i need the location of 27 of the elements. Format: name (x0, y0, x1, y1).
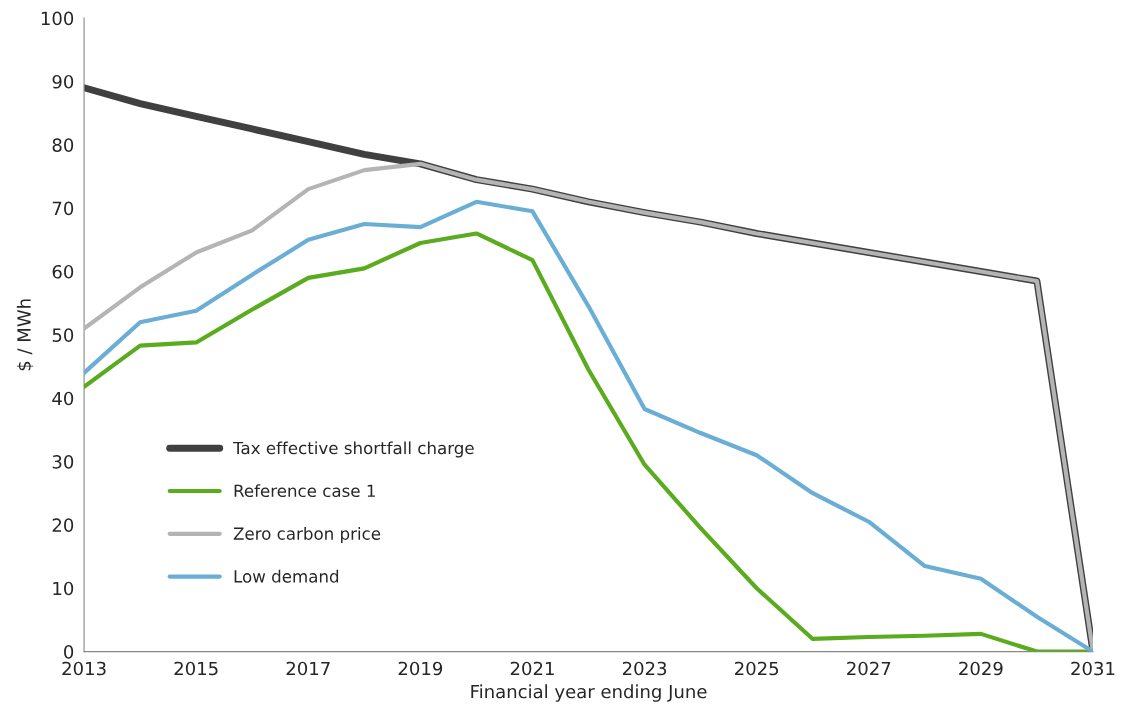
x-tick-label: 2023 (622, 661, 667, 676)
x-axis-title: Financial year ending June (471, 684, 707, 702)
x-tick-label: 2031 (1071, 661, 1115, 676)
legend-label: Tax effective shortfall charge (232, 441, 474, 458)
x-tick-label: 2021 (510, 661, 554, 676)
x-tick-label: 2025 (735, 661, 779, 676)
y-tick-label: 100 (41, 11, 74, 26)
x-tick-label: 2027 (847, 661, 891, 676)
x-tick-label: 2013 (62, 661, 106, 676)
x-tick-label: 2017 (286, 661, 330, 676)
legend-label: Reference case 1 (234, 484, 375, 498)
y-tick-label: 20 (52, 518, 74, 533)
y-tick-label: 0 (64, 645, 74, 659)
x-tick-label: 2029 (959, 661, 1003, 676)
y-axis-title: $ / MWh (16, 299, 34, 371)
y-tick-label: 40 (52, 391, 74, 406)
y-tick-label: 70 (52, 201, 74, 216)
y-tick-label: 30 (52, 455, 74, 469)
y-tick-label: 60 (52, 264, 74, 279)
y-tick-label: 80 (52, 138, 74, 152)
y-tick-label: 90 (52, 74, 74, 89)
y-tick-label: 10 (53, 581, 74, 596)
x-tick-label: 2019 (398, 661, 443, 676)
legend-label: Low demand (234, 569, 339, 583)
y-tick-label: 50 (52, 328, 74, 342)
x-tick-label: 2015 (174, 661, 218, 676)
legend-label: Zero carbon price (233, 526, 381, 544)
